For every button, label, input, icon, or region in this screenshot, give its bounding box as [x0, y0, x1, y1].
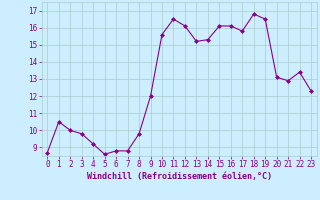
X-axis label: Windchill (Refroidissement éolien,°C): Windchill (Refroidissement éolien,°C) [87, 172, 272, 181]
